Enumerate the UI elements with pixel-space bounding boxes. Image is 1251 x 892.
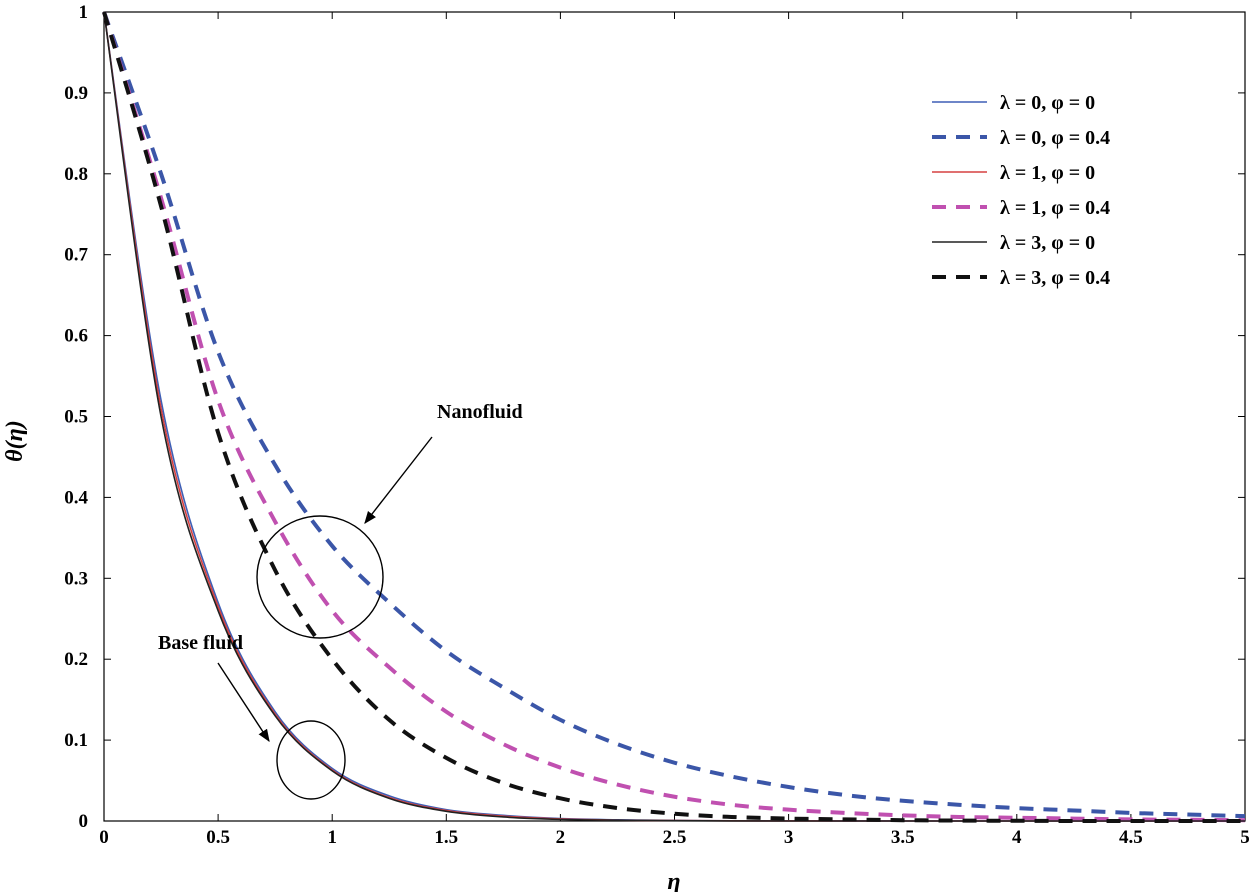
y-tick-label: 0.7 <box>64 245 88 266</box>
legend-label-6: λ = 3, φ = 0.4 <box>1000 267 1110 289</box>
y-tick-label: 1 <box>79 2 89 23</box>
legend-label-1: λ = 0, φ = 0 <box>1000 92 1095 114</box>
base-fluid-circle <box>276 720 346 800</box>
y-tick-label: 0.6 <box>64 326 88 347</box>
x-tick-label: 0 <box>99 827 109 848</box>
series-line-6 <box>102 11 1245 824</box>
series-layer <box>102 11 1246 824</box>
y-tick-label: 0.1 <box>64 730 88 751</box>
y-tick-label: 0.4 <box>64 487 88 508</box>
x-tick-label: 5 <box>1240 827 1250 848</box>
base-fluid-arrow <box>217 662 270 743</box>
x-tick-label: 1 <box>327 827 337 848</box>
y-tick-label: 0.9 <box>64 83 88 104</box>
y-tick-label: 0.3 <box>64 568 88 589</box>
x-tick-label: 2 <box>556 827 566 848</box>
series-line-2 <box>102 11 1246 819</box>
y-tick-label: 0 <box>79 811 89 832</box>
x-tick-label: 4 <box>1012 827 1022 848</box>
x-tick-label: 0.5 <box>206 827 230 848</box>
base-fluid-label: Base fluid <box>158 632 243 654</box>
legend-label-3: λ = 1, φ = 0 <box>1000 162 1095 184</box>
series-line-5 <box>103 11 1245 822</box>
x-axis: 0 0.5 1 1.5 2 2.5 3 3.5 4 4.5 5 <box>99 12 1250 848</box>
y-tick-label: 0.8 <box>64 164 88 185</box>
legend-label-2: λ = 0, φ = 0.4 <box>1000 127 1110 149</box>
legend-label-4: λ = 1, φ = 0.4 <box>1000 197 1110 219</box>
annotation-nanofluid: Nanofluid <box>256 401 523 639</box>
x-tick-label: 2.5 <box>663 827 687 848</box>
y-axis-label: θ(η) <box>2 420 28 462</box>
nanofluid-circle <box>256 515 384 639</box>
legend: λ = 0, φ = 0 λ = 0, φ = 0.4 λ = 1, φ = 0 λ … <box>932 92 1110 289</box>
y-tick-label: 0.2 <box>64 649 88 670</box>
series-line-4 <box>102 11 1246 823</box>
x-tick-label: 3.5 <box>891 827 915 848</box>
y-axis: 0 0.1 0.2 0.3 0.4 0.5 0.6 0.7 0.8 0.9 1 <box>64 2 1245 832</box>
nanofluid-arrow <box>364 436 433 524</box>
x-tick-label: 1.5 <box>434 827 458 848</box>
x-tick-label: 3 <box>784 827 794 848</box>
annotation-base-fluid: Base fluid <box>158 632 346 800</box>
x-tick-label: 4.5 <box>1119 827 1143 848</box>
nanofluid-label: Nanofluid <box>437 401 523 423</box>
x-axis-label: η <box>667 869 680 892</box>
legend-label-5: λ = 3, φ = 0 <box>1000 232 1095 254</box>
y-tick-label: 0.5 <box>64 407 88 428</box>
